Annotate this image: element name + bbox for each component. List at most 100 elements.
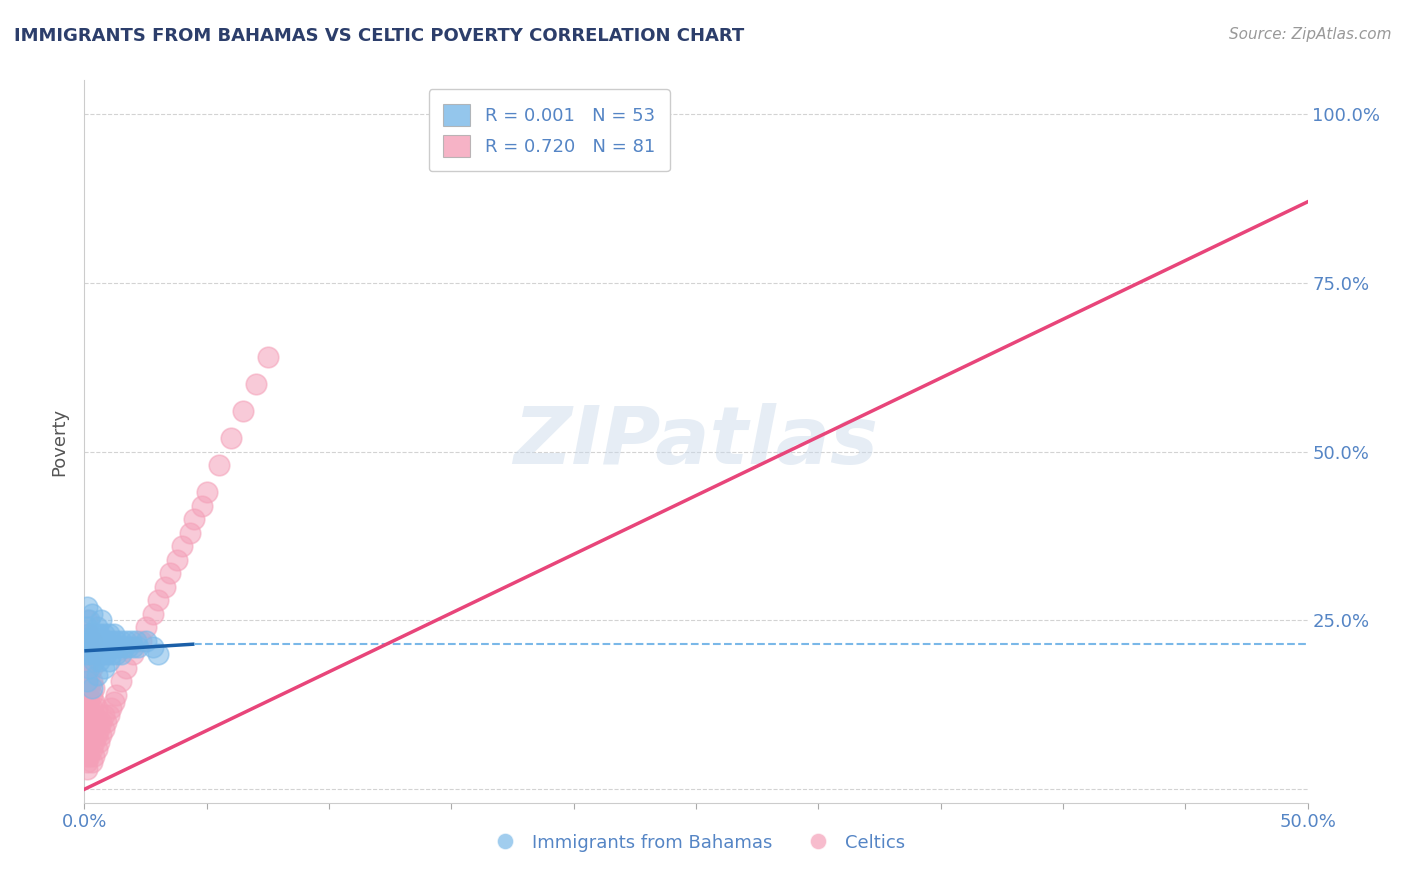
Point [97,640,120,655]
Point [77,614,100,628]
Text: ZIPatlas: ZIPatlas [513,402,879,481]
Point [76,681,98,695]
Point [122,640,145,655]
Point [110,647,132,661]
Point [86,701,108,715]
Point [77,735,100,749]
Point [135,620,157,634]
Point [83,722,105,736]
Point [90,614,112,628]
Point [93,640,115,655]
Point [86,667,108,681]
Point [77,748,100,763]
Point [172,539,194,553]
Point [77,681,100,695]
Point [76,620,98,634]
Point [76,728,98,742]
Point [103,694,125,708]
Point [232,404,254,418]
Point [86,633,108,648]
Point [76,722,98,736]
Point [80,681,103,695]
Point [87,640,110,655]
Point [77,694,100,708]
Point [100,633,122,648]
Point [76,633,98,648]
Point [76,674,98,689]
Point [76,614,98,628]
Text: IMMIGRANTS FROM BAHAMAS VS CELTIC POVERTY CORRELATION CHART: IMMIGRANTS FROM BAHAMAS VS CELTIC POVERT… [14,27,744,45]
Point [97,708,120,723]
Point [76,647,98,661]
Point [76,701,98,715]
Point [83,681,105,695]
Point [83,627,105,641]
Point [76,694,98,708]
Point [87,722,110,736]
Point [97,654,120,668]
Point [83,640,105,655]
Point [76,627,98,641]
Point [90,714,112,729]
Point [90,728,112,742]
Point [115,633,138,648]
Point [80,728,103,742]
Point [80,633,103,648]
Point [80,661,103,675]
Point [76,762,98,776]
Point [86,741,108,756]
Point [80,741,103,756]
Point [77,627,100,641]
Point [76,688,98,702]
Point [96,714,118,729]
Point [146,647,169,661]
Point [83,654,105,668]
Point [219,431,242,445]
Point [80,647,103,661]
Point [117,640,139,655]
Point [77,654,100,668]
Point [77,640,100,655]
Point [80,688,103,702]
Point [208,458,231,472]
Point [112,640,135,655]
Point [153,580,176,594]
Point [90,647,112,661]
Point [77,627,100,641]
Y-axis label: Poverty: Poverty [51,408,69,475]
Point [195,485,218,500]
Point [76,714,98,729]
Point [76,674,98,689]
Point [90,633,112,648]
Point [122,647,145,661]
Point [77,640,100,655]
Point [83,735,105,749]
Point [76,667,98,681]
Point [135,633,157,648]
Legend: Immigrants from Bahamas, Celtics: Immigrants from Bahamas, Celtics [479,826,912,859]
Point [97,627,120,641]
Text: Source: ZipAtlas.com: Source: ZipAtlas.com [1229,27,1392,42]
Point [83,694,105,708]
Point [80,674,103,689]
Point [146,593,169,607]
Point [103,640,125,655]
Point [76,708,98,723]
Point [105,688,128,702]
Point [80,647,103,661]
Point [93,708,115,723]
Point [80,607,103,621]
Point [76,735,98,749]
Point [107,640,129,655]
Point [115,661,138,675]
Point [100,647,122,661]
Point [125,633,148,648]
Point [87,735,110,749]
Point [76,654,98,668]
Point [77,667,100,681]
Point [93,661,115,675]
Point [166,552,188,566]
Point [245,377,267,392]
Point [105,647,128,661]
Point [105,633,128,648]
